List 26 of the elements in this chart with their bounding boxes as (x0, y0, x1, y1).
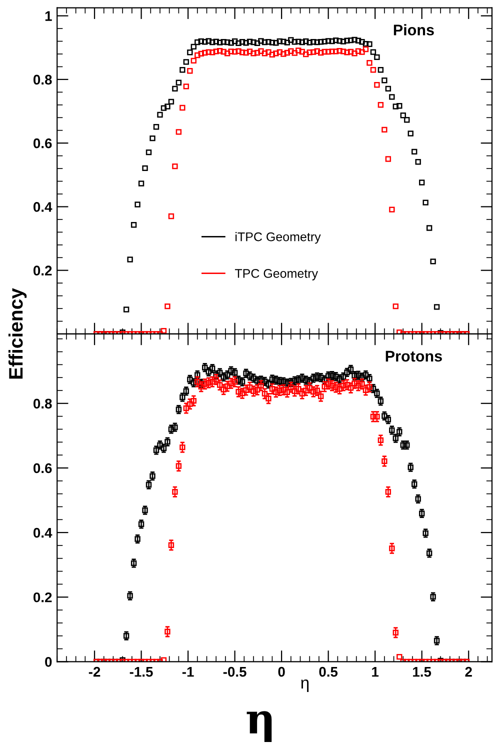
x-tick-label: 1 (372, 667, 379, 677)
y-axis-title: Efficiency (8, 288, 27, 379)
y-tick-label: 0.6 (33, 463, 52, 474)
y-tick-label: 0.8 (33, 398, 52, 409)
text: η (301, 680, 309, 692)
y-tick-label: 0.8 (33, 74, 52, 85)
y-tick-label: 0.2 (33, 266, 52, 276)
x-tick-label: -1 (182, 667, 194, 677)
x-tick-label: 1.5 (413, 667, 432, 677)
y-tick-label: 0.6 (33, 138, 52, 148)
text: Protons (386, 350, 442, 362)
text: Pions (394, 24, 434, 36)
y-tick-label: 0.2 (33, 592, 52, 602)
x-tick-label: -0.5 (223, 666, 246, 677)
legend-label: iTPC Geometry (236, 232, 321, 244)
y-tick-label: 0.4 (33, 528, 52, 538)
x-tick-label: -2 (88, 666, 100, 677)
y-tick-label: 1 (45, 11, 52, 21)
y-tick-label: 0.4 (33, 202, 52, 212)
legend-label: TPC Geometry (234, 269, 318, 280)
x-tick-label: 0.5 (319, 666, 338, 677)
y-tick-label: 0 (45, 657, 52, 667)
x-tick-label: 0 (278, 666, 285, 677)
x-tick-label: -1.5 (130, 667, 153, 677)
x-axis-title: η (246, 711, 272, 742)
x-tick-label: 2 (465, 666, 472, 677)
